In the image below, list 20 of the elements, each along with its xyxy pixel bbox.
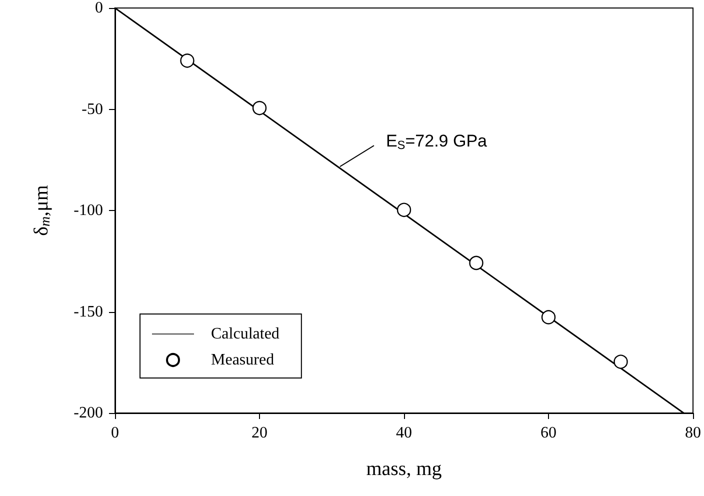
x-tick-label: 80	[685, 424, 701, 442]
legend-label: Calculated	[211, 326, 280, 342]
y-tick-label: 0	[95, 0, 103, 16]
y-tick-label: -100	[74, 202, 103, 219]
legend-label: Measured	[211, 352, 274, 368]
point	[541, 310, 556, 324]
point	[469, 256, 484, 270]
x-tick-label: 0	[111, 424, 119, 442]
x-axis-title: mass, mg	[366, 458, 442, 480]
x-tick-label: 60	[540, 424, 556, 442]
y-tick-label: -150	[74, 303, 103, 320]
x-tick-label: 20	[252, 424, 268, 442]
y-axis-title: δm,μm	[30, 184, 54, 236]
point	[180, 54, 194, 68]
point	[396, 202, 412, 217]
point	[614, 354, 628, 369]
y-tick-label: -50	[82, 100, 103, 118]
y-tick-label: -200	[74, 404, 103, 422]
point	[252, 100, 267, 116]
x-tick-label: 40	[396, 424, 412, 442]
